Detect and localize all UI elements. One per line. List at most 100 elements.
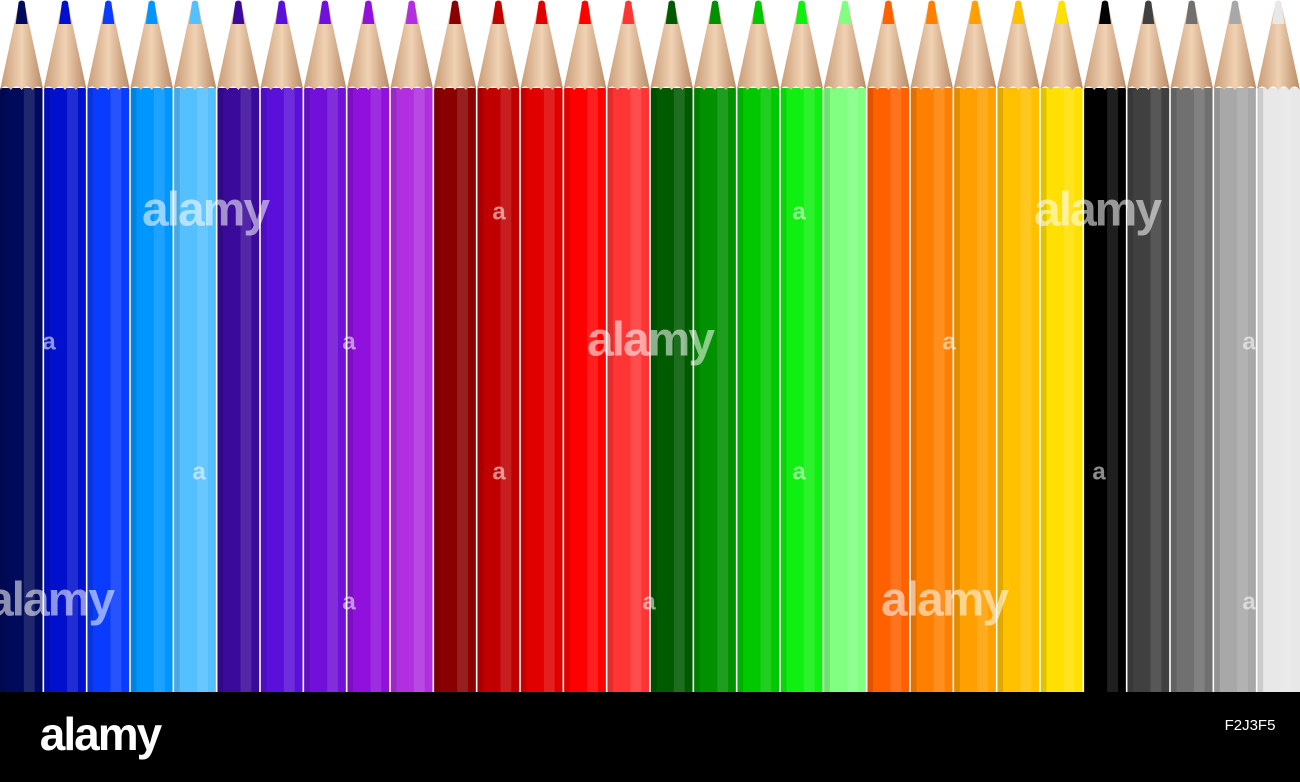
pencil-shade [996,88,1004,692]
pencil-body [1040,88,1084,692]
pencil-shade [303,88,310,692]
pencil-shade [0,88,7,692]
pencil-body [606,88,650,692]
pencil-shine [1107,88,1118,692]
pencil-lead [579,0,591,24]
pencil-lead [59,0,71,24]
image-id: F2J3F5 [1225,717,1276,734]
pencil-wood [173,8,217,90]
watermark-word: alamy [1034,184,1162,237]
pencil-lead [1055,0,1068,24]
pencil-shade [43,88,50,692]
pencil-shine [240,88,252,692]
pencil-lead [405,0,418,24]
pencil-body [130,88,174,692]
pencil-shade [780,88,787,692]
pencil-lead [1272,0,1285,24]
pencil-shade [606,88,614,692]
pencil-body [433,88,477,692]
pencil-body [780,88,824,692]
pencil-shine [1020,88,1032,692]
pencil-wood [1083,8,1127,90]
pencil-shine [1237,88,1248,692]
pencil-body [1256,88,1300,692]
pencil-body [1083,88,1127,692]
pencil-shade [346,88,354,692]
pencil-body [346,88,390,692]
pencil-wood [216,8,260,90]
pencil-body [86,88,130,692]
watermark-word: alamy [881,574,1009,627]
pencil-shine [327,88,338,692]
pencil-body [390,88,434,692]
pencil-body [650,88,694,692]
pencil-wood [260,8,304,90]
pencil-shine [847,88,858,692]
watermark-word: alamy [0,574,115,627]
pencil-wood [1256,8,1300,90]
pencil-shade [520,88,527,692]
pencil-lead [232,0,245,24]
pencil-lead [969,0,981,24]
pencil-wood [390,8,434,90]
pencil-shade [1170,88,1177,692]
pencil-wood [910,8,954,90]
pencil-shade [736,88,744,692]
pencils [0,0,1300,692]
pencil-body [0,88,44,692]
pencil-wood [1170,8,1214,90]
pencil-shine [413,88,425,692]
watermark-word: alamy [142,184,270,237]
pencil-shade [1083,88,1090,692]
pencil-lead [1012,0,1025,24]
pencil-lead [752,0,765,24]
pencil-body [1213,88,1257,692]
pencil-wood [606,8,650,90]
pencil-lead [189,0,201,24]
pencil-lead [449,0,461,24]
pencil-shade [1040,88,1047,692]
pencil-wood [433,8,477,90]
pencil-lead [492,0,505,24]
pencil-shade [130,88,137,692]
pencil-wood [736,8,780,90]
pencil-shade [823,88,830,692]
pencil-lead [102,0,115,24]
watermark-word: alamy [587,314,715,367]
pencil-shine [370,88,382,692]
pencil-wood [866,8,910,90]
pencil-lead [925,0,938,24]
pencil-body [866,88,910,692]
pencil-body [563,88,607,692]
pencil-body [216,88,260,692]
pencil-lead [535,0,548,24]
pencil-body [823,88,867,692]
pencil-wood [303,8,347,90]
pencil-wood [1040,8,1084,90]
pencil-wood [520,8,564,90]
pencil-lead [622,0,635,24]
pencil-shade [476,88,484,692]
pencil-shine [283,88,295,692]
pencil-shine [23,88,35,692]
pencil-body [1126,88,1170,692]
pencil-lead [839,0,851,24]
pencil-shade [390,88,397,692]
pencil-shine [1193,88,1205,692]
pencil-body [476,88,520,692]
pencil-body [996,88,1040,692]
pencil-body [1170,88,1214,692]
pencil-body [693,88,737,692]
pencil-shade [216,88,224,692]
pencil-wood [476,8,520,90]
footer-logo: alamy [40,708,163,760]
pencil-shine [890,88,902,692]
pencil-shade [1256,88,1264,692]
pencil-shade [953,88,960,692]
pencil-lead [1229,0,1241,24]
footer-bar [0,692,1300,782]
pencil-wood [43,8,87,90]
pencil-wood [86,8,130,90]
pencil-shade [173,88,180,692]
